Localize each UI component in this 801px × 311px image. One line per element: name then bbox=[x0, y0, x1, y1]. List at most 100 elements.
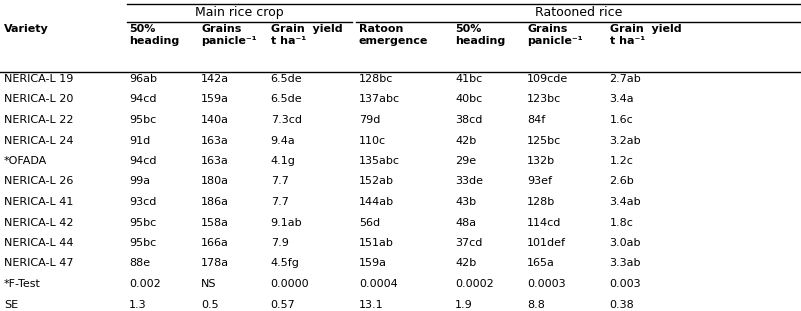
Text: 0.0002: 0.0002 bbox=[455, 279, 493, 289]
Text: 1.8c: 1.8c bbox=[610, 217, 634, 228]
Text: 137abc: 137abc bbox=[359, 95, 400, 104]
Text: 0.002: 0.002 bbox=[129, 279, 161, 289]
Text: 159a: 159a bbox=[359, 258, 387, 268]
Text: 1.2c: 1.2c bbox=[610, 156, 634, 166]
Text: Grains
panicle⁻¹: Grains panicle⁻¹ bbox=[527, 24, 582, 46]
Text: 2.6b: 2.6b bbox=[610, 177, 634, 187]
Text: 7.7: 7.7 bbox=[271, 197, 288, 207]
Text: 0.003: 0.003 bbox=[610, 279, 641, 289]
Text: 1.6c: 1.6c bbox=[610, 115, 634, 125]
Text: 142a: 142a bbox=[201, 74, 229, 84]
Text: 13.1: 13.1 bbox=[359, 299, 384, 309]
Text: 84f: 84f bbox=[527, 115, 545, 125]
Text: 7.7: 7.7 bbox=[271, 177, 288, 187]
Text: 128bc: 128bc bbox=[359, 74, 393, 84]
Text: NERICA-L 47: NERICA-L 47 bbox=[4, 258, 74, 268]
Text: 0.5: 0.5 bbox=[201, 299, 219, 309]
Text: 163a: 163a bbox=[201, 156, 229, 166]
Text: 3.4ab: 3.4ab bbox=[610, 197, 641, 207]
Text: 8.8: 8.8 bbox=[527, 299, 545, 309]
Text: 56d: 56d bbox=[359, 217, 380, 228]
Text: SE: SE bbox=[4, 299, 18, 309]
Text: Ratoon
emergence: Ratoon emergence bbox=[359, 24, 429, 46]
Text: 109cde: 109cde bbox=[527, 74, 568, 84]
Text: 96ab: 96ab bbox=[129, 74, 157, 84]
Text: 9.4a: 9.4a bbox=[271, 136, 296, 146]
Text: 114cd: 114cd bbox=[527, 217, 562, 228]
Text: 38cd: 38cd bbox=[455, 115, 482, 125]
Text: 151ab: 151ab bbox=[359, 238, 394, 248]
Text: 110c: 110c bbox=[359, 136, 386, 146]
Text: 43b: 43b bbox=[455, 197, 476, 207]
Text: *OFADA: *OFADA bbox=[4, 156, 47, 166]
Text: 91d: 91d bbox=[129, 136, 151, 146]
Text: 95bc: 95bc bbox=[129, 238, 156, 248]
Text: NERICA-L 41: NERICA-L 41 bbox=[4, 197, 74, 207]
Text: Variety: Variety bbox=[4, 24, 49, 34]
Text: NERICA-L 24: NERICA-L 24 bbox=[4, 136, 74, 146]
Text: 125bc: 125bc bbox=[527, 136, 562, 146]
Text: 123bc: 123bc bbox=[527, 95, 562, 104]
Text: 9.1ab: 9.1ab bbox=[271, 217, 302, 228]
Text: 3.4a: 3.4a bbox=[610, 95, 634, 104]
Text: 0.0003: 0.0003 bbox=[527, 279, 566, 289]
Text: 144ab: 144ab bbox=[359, 197, 394, 207]
Text: 2.7ab: 2.7ab bbox=[610, 74, 642, 84]
Text: 48a: 48a bbox=[455, 217, 476, 228]
Text: NERICA-L 42: NERICA-L 42 bbox=[4, 217, 74, 228]
Text: 4.5fg: 4.5fg bbox=[271, 258, 300, 268]
Text: 7.9: 7.9 bbox=[271, 238, 288, 248]
Text: 79d: 79d bbox=[359, 115, 380, 125]
Text: 50%
heading: 50% heading bbox=[129, 24, 179, 46]
Text: 93ef: 93ef bbox=[527, 177, 552, 187]
Text: Grain  yield
t ha⁻¹: Grain yield t ha⁻¹ bbox=[271, 24, 342, 46]
Text: Grains
panicle⁻¹: Grains panicle⁻¹ bbox=[201, 24, 256, 46]
Text: 178a: 178a bbox=[201, 258, 229, 268]
Text: NERICA-L 19: NERICA-L 19 bbox=[4, 74, 74, 84]
Text: 1.9: 1.9 bbox=[455, 299, 473, 309]
Text: 94cd: 94cd bbox=[129, 95, 156, 104]
Text: 3.2ab: 3.2ab bbox=[610, 136, 641, 146]
Text: 88e: 88e bbox=[129, 258, 150, 268]
Text: 165a: 165a bbox=[527, 258, 555, 268]
Text: 33de: 33de bbox=[455, 177, 483, 187]
Text: 0.38: 0.38 bbox=[610, 299, 634, 309]
Text: 42b: 42b bbox=[455, 258, 477, 268]
Text: 0.0000: 0.0000 bbox=[271, 279, 309, 289]
Text: 158a: 158a bbox=[201, 217, 229, 228]
Text: 132b: 132b bbox=[527, 156, 555, 166]
Text: 95bc: 95bc bbox=[129, 217, 156, 228]
Text: 41bc: 41bc bbox=[455, 74, 482, 84]
Text: 37cd: 37cd bbox=[455, 238, 482, 248]
Text: 29e: 29e bbox=[455, 156, 476, 166]
Text: 0.0004: 0.0004 bbox=[359, 279, 397, 289]
Text: 93cd: 93cd bbox=[129, 197, 156, 207]
Text: 101def: 101def bbox=[527, 238, 566, 248]
Text: *F-Test: *F-Test bbox=[4, 279, 41, 289]
Text: Main rice crop: Main rice crop bbox=[195, 6, 284, 19]
Text: 50%
heading: 50% heading bbox=[455, 24, 505, 46]
Text: 140a: 140a bbox=[201, 115, 229, 125]
Text: 6.5de: 6.5de bbox=[271, 74, 302, 84]
Text: NERICA-L 22: NERICA-L 22 bbox=[4, 115, 74, 125]
Text: 159a: 159a bbox=[201, 95, 229, 104]
Text: 152ab: 152ab bbox=[359, 177, 394, 187]
Text: NS: NS bbox=[201, 279, 216, 289]
Text: 1.3: 1.3 bbox=[129, 299, 147, 309]
Text: NERICA-L 26: NERICA-L 26 bbox=[4, 177, 74, 187]
Text: 95bc: 95bc bbox=[129, 115, 156, 125]
Text: 166a: 166a bbox=[201, 238, 229, 248]
Text: 135abc: 135abc bbox=[359, 156, 400, 166]
Text: Ratooned rice: Ratooned rice bbox=[534, 6, 622, 19]
Text: 128b: 128b bbox=[527, 197, 555, 207]
Text: 4.1g: 4.1g bbox=[271, 156, 296, 166]
Text: Grain  yield
t ha⁻¹: Grain yield t ha⁻¹ bbox=[610, 24, 681, 46]
Text: 42b: 42b bbox=[455, 136, 477, 146]
Text: 7.3cd: 7.3cd bbox=[271, 115, 302, 125]
Text: 99a: 99a bbox=[129, 177, 150, 187]
Text: 94cd: 94cd bbox=[129, 156, 156, 166]
Text: 3.0ab: 3.0ab bbox=[610, 238, 641, 248]
Text: 40bc: 40bc bbox=[455, 95, 482, 104]
Text: NERICA-L 44: NERICA-L 44 bbox=[4, 238, 74, 248]
Text: 163a: 163a bbox=[201, 136, 229, 146]
